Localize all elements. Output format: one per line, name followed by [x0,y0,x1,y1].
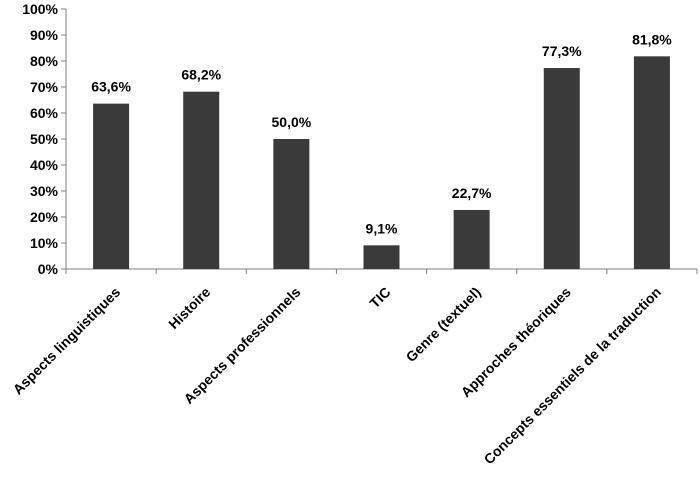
y-tick-label: 100% [22,1,58,17]
data-label: 63,6% [91,79,131,95]
y-axis: 0% 10% 20% 30% 40% 50% 60% 70% 80% 90% 100% [22,1,698,277]
bar [183,91,220,270]
data-label: 9,1% [366,220,398,236]
y-tick-label: 10% [30,235,59,251]
bar [93,103,130,269]
category-label: Concepts essentiels de la traduction [481,284,665,468]
data-labels: 63,6% 68,2% 50,0% 9,1% 22,7% 77,3% 81,8% [91,31,672,236]
category-label: Aspects linguistiques [10,284,124,398]
y-tick-label: 20% [30,209,59,225]
y-tick-label: 90% [30,27,59,43]
data-label: 81,8% [632,31,672,47]
y-tick-label: 60% [30,105,59,121]
category-label: Genre (textuel) [403,284,484,365]
data-label: 68,2% [181,67,221,83]
y-tick-label: 70% [30,79,59,95]
data-label: 50,0% [272,114,312,130]
bar [543,68,580,270]
category-label: TIC [366,284,393,311]
bars [93,56,670,270]
y-tick-label: 40% [30,157,59,173]
y-tick-label: 30% [30,183,59,199]
y-tick-label: 0% [38,261,59,277]
bar [453,209,490,269]
category-label: Histoire [165,284,213,332]
bar [633,56,670,269]
bar [363,245,400,269]
y-tick-label: 50% [30,131,59,147]
bar [273,139,310,269]
y-tick-label: 80% [30,53,59,69]
data-label: 77,3% [542,43,582,59]
data-label: 22,7% [452,185,492,201]
